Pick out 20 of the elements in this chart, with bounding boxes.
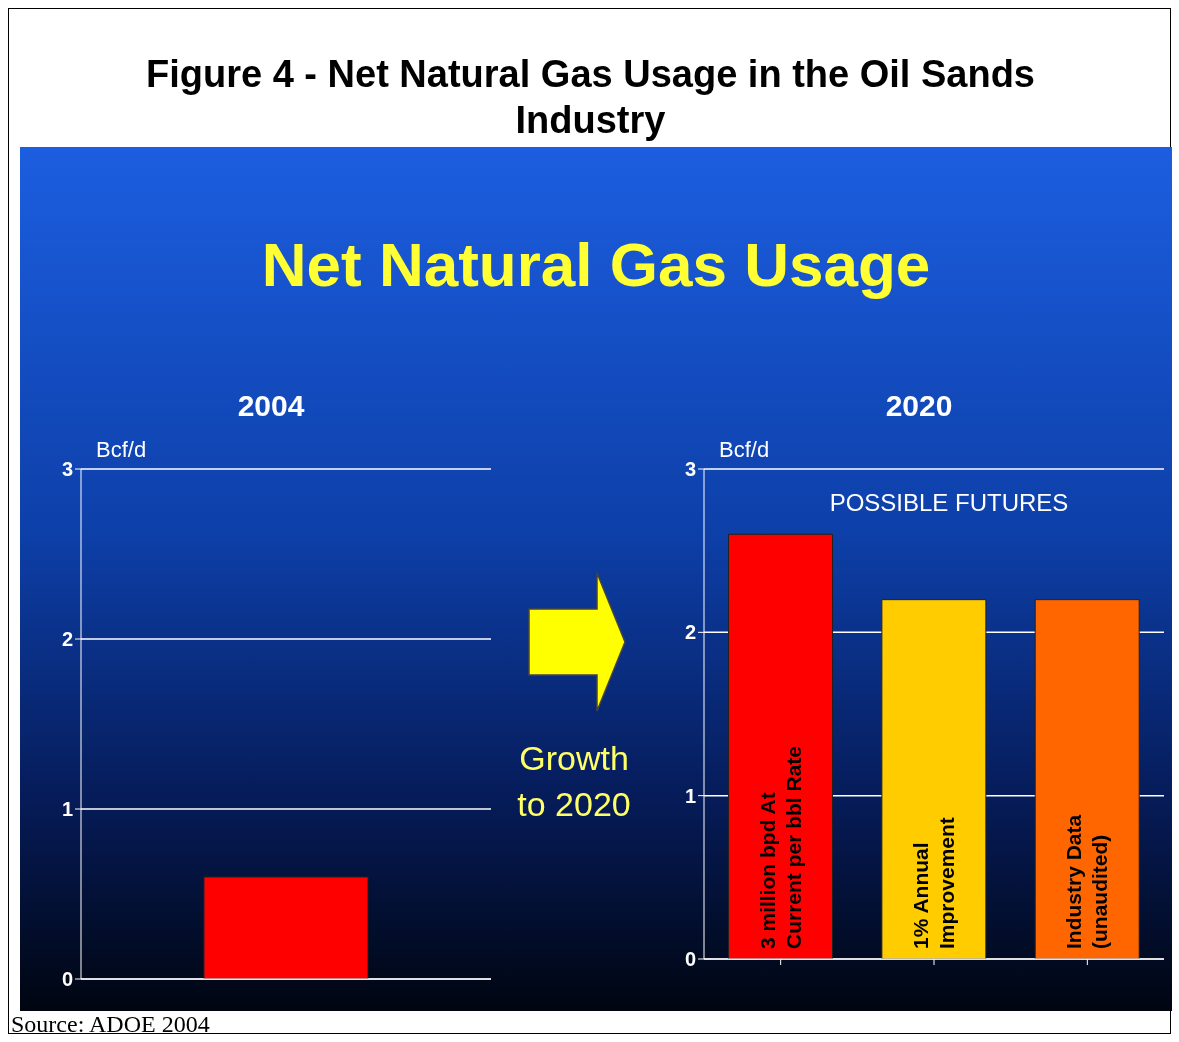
y-tick-label: 1 [61, 798, 73, 821]
y-axis-title: Bcf/d [719, 437, 770, 463]
text: Growth to 2020 [516, 738, 632, 825]
x-tick-label: 1% Annual Improvement [909, 817, 958, 949]
y-tick-label: 2 [61, 628, 73, 651]
chart-title: 2004 [236, 389, 306, 423]
y-tick-label: 3 [61, 458, 73, 481]
y-tick-label: 1 [684, 784, 696, 807]
y-tick-label: 0 [684, 948, 696, 971]
y-tick-label: 2 [684, 621, 696, 644]
y-tick-label: 0 [61, 968, 73, 991]
x-tick-label: Industry Data (unaudited) [1062, 814, 1112, 949]
x-tick-label: 3 million bpd At Current per bbl Rate [755, 745, 805, 949]
text: Net Natural Gas Usage [260, 229, 932, 300]
caption: Figure 4 - Net Natural Gas Usage in the Oil Sands Industry [145, 52, 1036, 143]
y-tick-label: 3 [684, 458, 696, 481]
annotation: POSSIBLE FUTURES [828, 489, 1070, 517]
y-axis-title: Bcf/d [96, 437, 147, 463]
chart-title: 2020 [884, 389, 954, 423]
source-note: Source: ADOE 2004 [11, 1011, 210, 1038]
